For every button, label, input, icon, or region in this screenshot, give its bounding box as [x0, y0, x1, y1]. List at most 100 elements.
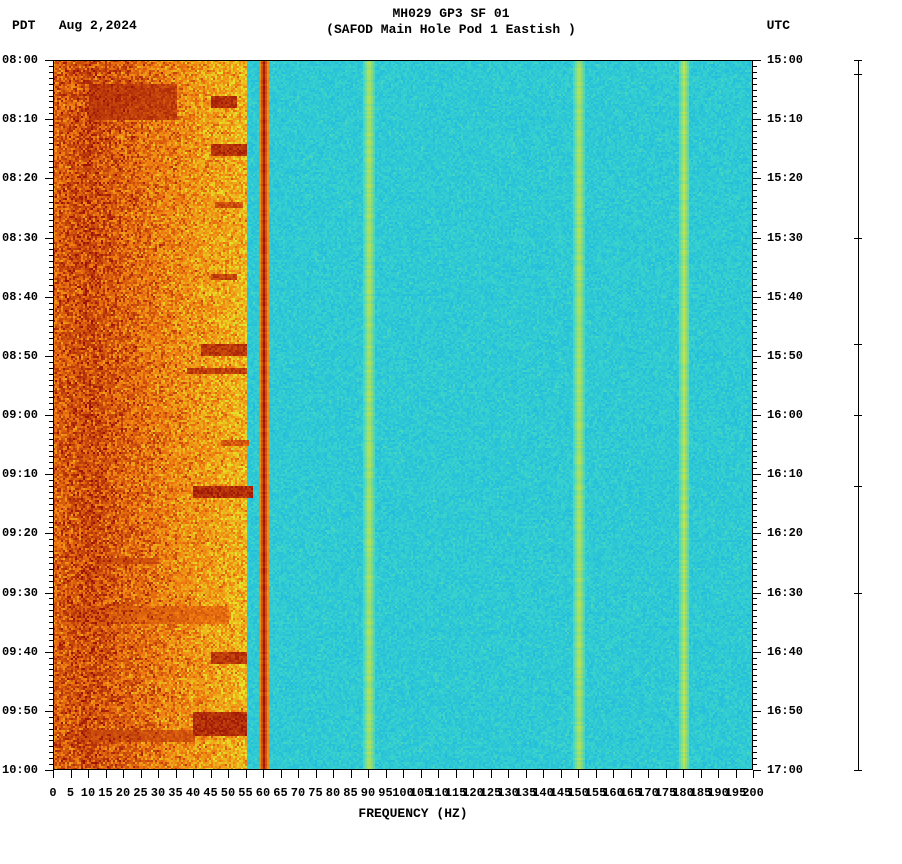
ytick-left — [49, 403, 53, 404]
yticklabel-left: 09:30 — [2, 586, 38, 600]
ytick-left — [49, 433, 53, 434]
yticklabel-right: 15:40 — [767, 290, 803, 304]
ytick-right — [753, 309, 757, 310]
xtick — [123, 770, 124, 778]
ytick-left — [49, 214, 53, 215]
ytick-left — [49, 669, 53, 670]
ytick-right — [753, 143, 757, 144]
side-scale-tick — [854, 415, 862, 416]
ytick-right — [753, 687, 757, 688]
ytick-left — [49, 705, 53, 706]
ytick-left — [49, 628, 53, 629]
ytick-left — [49, 717, 53, 718]
ytick-right — [753, 155, 757, 156]
ytick-left — [49, 380, 53, 381]
ytick-right — [753, 356, 761, 357]
ytick-left — [49, 113, 53, 114]
ytick-right — [753, 208, 757, 209]
xtick — [753, 770, 754, 778]
ytick-left — [49, 344, 53, 345]
ytick-left — [49, 309, 53, 310]
ytick-left — [49, 243, 53, 244]
ytick-left — [49, 421, 53, 422]
ytick-left — [49, 451, 53, 452]
ytick-right — [753, 267, 757, 268]
ytick-left — [49, 522, 53, 523]
ytick-left — [49, 84, 53, 85]
ytick-right — [753, 119, 761, 120]
ytick-left — [49, 462, 53, 463]
ytick-left — [49, 350, 53, 351]
ytick-right — [753, 628, 757, 629]
yticklabel-left: 09:50 — [2, 704, 38, 718]
yticklabel-right: 16:00 — [767, 408, 803, 422]
ytick-right — [753, 385, 757, 386]
ytick-left — [49, 338, 53, 339]
tz-right: UTC — [767, 18, 790, 33]
ytick-right — [753, 451, 757, 452]
ytick-left — [49, 161, 53, 162]
yticklabel-left: 09:40 — [2, 645, 38, 659]
side-scale-tick — [854, 74, 862, 75]
xticklabel: 40 — [186, 786, 200, 800]
ytick-left — [45, 119, 53, 120]
ytick-right — [753, 232, 757, 233]
ytick-left — [49, 693, 53, 694]
xticklabel: 25 — [133, 786, 147, 800]
ytick-left — [49, 96, 53, 97]
xticklabel: 5 — [67, 786, 74, 800]
ytick-left — [49, 439, 53, 440]
yticklabel-left: 08:10 — [2, 112, 38, 126]
xtick — [106, 770, 107, 778]
ytick-left — [49, 232, 53, 233]
xtick — [263, 770, 264, 778]
xticklabel: 20 — [116, 786, 130, 800]
ytick-left — [49, 90, 53, 91]
xticklabel: 90 — [361, 786, 375, 800]
ytick-right — [753, 675, 757, 676]
yticklabel-right: 15:10 — [767, 112, 803, 126]
ytick-right — [753, 344, 757, 345]
side-scale-tick — [854, 486, 862, 487]
ytick-right — [753, 374, 757, 375]
ytick-left — [49, 616, 53, 617]
side-scale-tick — [854, 770, 862, 771]
ytick-right — [753, 409, 757, 410]
ytick-right — [753, 350, 757, 351]
ytick-left — [49, 723, 53, 724]
xtick — [193, 770, 194, 778]
xticklabel: 30 — [151, 786, 165, 800]
ytick-left — [49, 492, 53, 493]
ytick-right — [753, 161, 757, 162]
ytick-right — [753, 486, 757, 487]
xtick — [386, 770, 387, 778]
yticklabel-right: 15:50 — [767, 349, 803, 363]
ytick-right — [753, 243, 757, 244]
ytick-right — [753, 492, 757, 493]
xtick — [211, 770, 212, 778]
side-scale-tick — [854, 238, 862, 239]
ytick-left — [49, 746, 53, 747]
ytick-right — [753, 652, 761, 653]
ytick-right — [753, 616, 757, 617]
yticklabel-right: 16:30 — [767, 586, 803, 600]
ytick-right — [753, 551, 757, 552]
ytick-left — [49, 326, 53, 327]
tz-left: PDT — [12, 18, 35, 33]
ytick-right — [753, 107, 757, 108]
yticklabel-right: 15:30 — [767, 231, 803, 245]
xtick — [176, 770, 177, 778]
ytick-right — [753, 445, 757, 446]
xtick — [88, 770, 89, 778]
ytick-right — [753, 545, 757, 546]
ytick-left — [49, 149, 53, 150]
ytick-left — [49, 456, 53, 457]
ytick-right — [753, 255, 757, 256]
ytick-left — [49, 764, 53, 765]
header-left: PDT Aug 2,2024 — [12, 18, 137, 33]
ytick-right — [753, 598, 757, 599]
ytick-left — [49, 664, 53, 665]
ytick-right — [753, 220, 757, 221]
yticklabel-right: 16:50 — [767, 704, 803, 718]
ytick-right — [753, 338, 757, 339]
